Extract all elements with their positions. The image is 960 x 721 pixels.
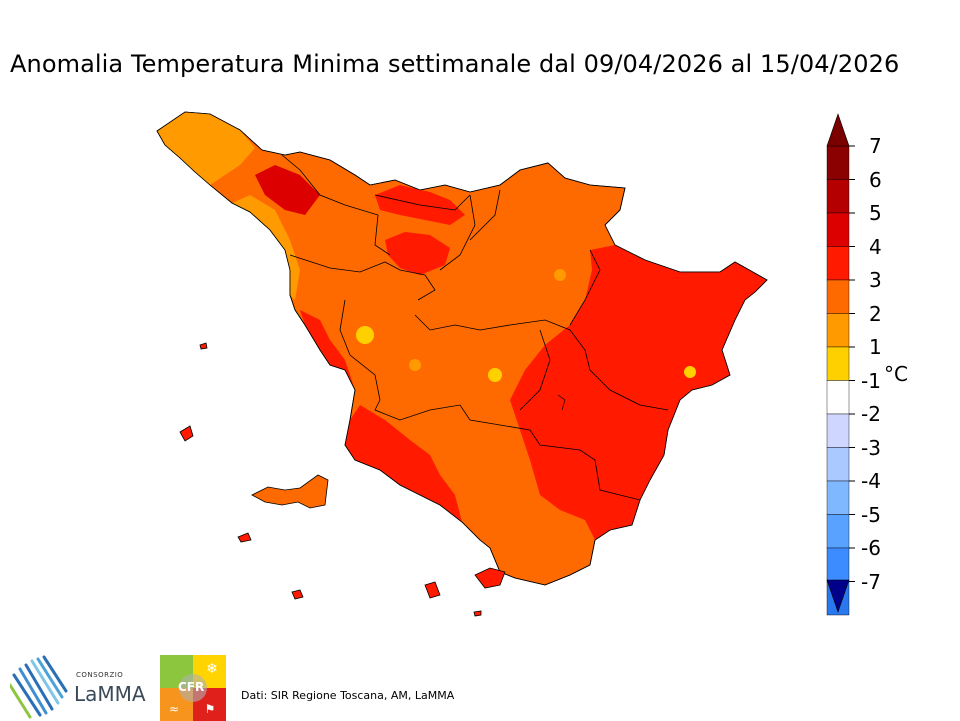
color-scale-tick-label: 7 (869, 134, 882, 158)
island-montecristo (291, 589, 304, 600)
color-scale-block (826, 145, 850, 180)
color-scale-tick-label: -6 (861, 536, 881, 560)
yellow-spot-2 (488, 368, 502, 382)
svg-text:⚑: ⚑ (205, 702, 216, 716)
color-scale-block (826, 179, 850, 214)
color-scale-tick-label: 3 (869, 268, 882, 292)
color-scale-tick-label: -5 (861, 502, 881, 527)
yellow-spot-5 (409, 359, 421, 371)
islands (179, 342, 506, 617)
cfr-logo-text: CFR (178, 680, 205, 694)
province-borders (281, 154, 669, 501)
island-pianosa (237, 532, 252, 543)
color-scale-tick-label: -2 (861, 402, 881, 426)
color-scale-tick-label: 2 (869, 301, 882, 326)
tuscany-anomaly-map (156, 111, 768, 617)
color-scale-block (826, 480, 850, 515)
red-zone-coast-west (300, 310, 355, 390)
lamma-logo-subtitle: CONSORZIO (76, 671, 124, 679)
mainland-region (156, 111, 768, 586)
island-giannutri (473, 610, 482, 617)
map-title: Anomalia Temperatura Minima settimanale … (10, 50, 900, 78)
color-scale-block (826, 380, 850, 415)
lamma-logo-text: LaMMA (74, 682, 146, 706)
island-giglio (424, 581, 441, 599)
color-scale-block (826, 346, 850, 381)
promontory-argentario (474, 567, 506, 589)
color-scale-block (826, 279, 850, 314)
svg-text:❄: ❄ (206, 661, 218, 677)
island-elba (251, 474, 329, 509)
color-scale-over-arrow (826, 113, 850, 147)
color-scale-block (826, 447, 850, 482)
color-scale-block (826, 514, 850, 549)
yellow-spot-1 (356, 326, 374, 344)
light-zone-northwest (157, 112, 255, 185)
color-scale-block (826, 413, 850, 448)
dark-zone-apennine (255, 165, 320, 215)
color-scale-block (826, 313, 850, 348)
red-zone-coast-south (345, 405, 462, 522)
color-scale-block (826, 212, 850, 247)
island-gorgona (199, 342, 208, 350)
color-scale-tick-label: 5 (869, 201, 882, 225)
color-scale-tick-label: -4 (861, 469, 881, 493)
color-scale-under-arrow (826, 579, 850, 613)
color-scale-tick-label: -7 (861, 569, 881, 594)
color-scale-tick-label: 4 (869, 234, 882, 259)
color-scale-unit: °C (884, 362, 908, 386)
color-scale-bar (826, 113, 855, 616)
yellow-spot-3 (684, 366, 696, 378)
color-scale-tick-label: -1 (861, 368, 881, 393)
svg-text:≈: ≈ (169, 702, 179, 716)
cfr-logo-icon: ❄ ≈ ⚑ (160, 655, 226, 721)
red-zone-north-1 (385, 232, 450, 275)
lamma-logo-icon (10, 655, 68, 719)
light-zone-coast-north (232, 195, 300, 300)
data-credits: Dati: SIR Regione Toscana, AM, LaMMA (241, 689, 455, 702)
color-scale-tick-label: 6 (869, 167, 882, 192)
color-scale-blocks (826, 145, 850, 616)
color-scale-block (826, 246, 850, 281)
color-scale-tick-label: 1 (869, 335, 882, 359)
color-scale-tick-label: -3 (861, 435, 881, 460)
red-zone-southeast (510, 245, 767, 540)
yellow-spot-4 (554, 269, 566, 281)
color-scale-tick-marks (849, 145, 855, 582)
mainland-outline (156, 111, 768, 586)
island-capraia (179, 425, 194, 442)
color-scale-block (826, 547, 850, 582)
inland-lake (557, 394, 566, 411)
